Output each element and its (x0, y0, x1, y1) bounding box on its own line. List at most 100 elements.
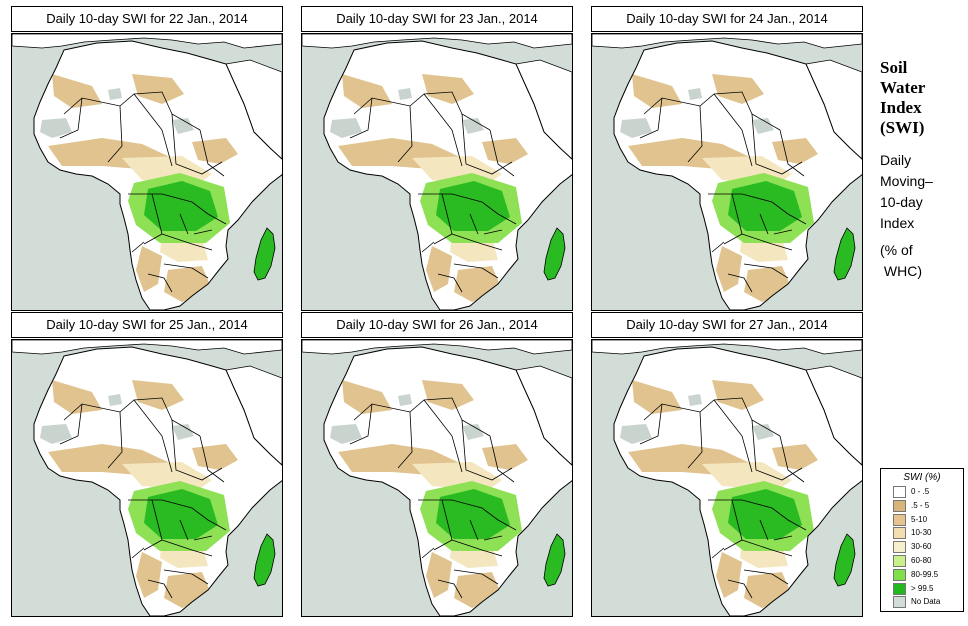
swi-saturated-region (436, 181, 510, 231)
africa-coastline (323, 346, 572, 616)
europe-landmass (302, 340, 572, 355)
legend-swatch (893, 568, 906, 581)
europe-landmass (592, 340, 862, 355)
country-border (179, 519, 189, 541)
country-border (193, 229, 213, 235)
swi-nodata-region (752, 424, 774, 440)
country-border (179, 213, 189, 235)
country-border (131, 241, 145, 253)
country-border (711, 241, 725, 253)
swi-nodata-region (752, 118, 774, 134)
country-border (451, 539, 503, 557)
map-canvas (12, 34, 282, 310)
country-border (779, 129, 805, 177)
legend-label: .5 - 5 (911, 500, 930, 510)
madagascar-landmass (253, 227, 276, 281)
africa-coastline (613, 346, 862, 616)
color-legend-title: SWI (%) (903, 472, 941, 483)
country-border (199, 435, 225, 483)
country-border (687, 105, 703, 163)
swi-nodata-region (620, 424, 652, 444)
legend-item: > 99.5 (881, 582, 963, 596)
swi-nodata-region (620, 118, 652, 138)
legend-label: 30-60 (911, 542, 932, 552)
legend-item: 60-80 (881, 554, 963, 568)
swi-dry-region (132, 380, 184, 410)
europe-landmass (592, 34, 862, 49)
country-border (687, 411, 703, 469)
africa-swi-map (591, 339, 863, 617)
country-border (751, 113, 803, 175)
legend-swatch (893, 486, 906, 498)
legend-label: 10-30 (911, 528, 932, 538)
country-border (461, 113, 513, 175)
map-canvas (592, 34, 862, 310)
country-border (727, 579, 753, 599)
legend-swatch (893, 513, 906, 526)
legend-label: No Data (911, 597, 941, 607)
swi-nodata-region (172, 424, 194, 440)
africa-coastline (33, 346, 282, 616)
country-border (147, 273, 173, 293)
map-canvas (302, 340, 572, 616)
country-border (779, 435, 805, 483)
legend-label: 0 - .5 (911, 487, 930, 496)
map-canvas (302, 34, 572, 310)
country-border (171, 419, 223, 481)
country-border (741, 233, 793, 251)
description-line: 10-day (880, 194, 923, 210)
map-panel-title: Daily 10-day SWI for 22 Jan., 2014 (11, 6, 283, 32)
legend-swatch (893, 541, 906, 554)
country-border (131, 547, 145, 559)
country-border (461, 419, 513, 481)
swi-nodata-region (40, 118, 72, 138)
madagascar-landmass (833, 533, 856, 587)
country-border (437, 579, 463, 599)
swi-saturated-region (728, 181, 802, 231)
country-border (349, 403, 373, 445)
legend-item: 0 - .5 (881, 485, 963, 499)
country-border (199, 129, 225, 177)
legend-swatch (893, 596, 906, 609)
swi-dry-region (422, 74, 474, 104)
country-border (713, 399, 753, 473)
country-border (133, 399, 173, 473)
swi-dry-region (426, 552, 452, 598)
country-border (147, 579, 173, 599)
swi-nodata-region (462, 118, 484, 134)
swi-moderate-region (412, 462, 502, 490)
map-canvas (592, 340, 862, 616)
country-border (423, 93, 463, 167)
color-legend: SWI (%) 0 - .5 .5 - 5 5-10 10-30 30-60 60-80 8… (880, 468, 964, 612)
country-border (161, 233, 213, 251)
map-panel-title: Daily 10-day SWI for 26 Jan., 2014 (301, 312, 573, 338)
country-border (489, 129, 515, 177)
madagascar-landmass (543, 227, 566, 281)
swi-saturated-region (144, 181, 218, 231)
country-border (773, 229, 793, 235)
legend-item: 5-10 (881, 513, 963, 527)
description-line: Daily (880, 152, 912, 168)
country-border (708, 193, 807, 225)
legend-swatch (893, 527, 906, 540)
swi-nodata-region (462, 424, 484, 440)
country-border (453, 263, 499, 279)
country-border (421, 241, 435, 253)
africa-swi-map (11, 339, 283, 617)
swi-saturated-region (144, 489, 218, 539)
swi-dry-region (426, 246, 452, 292)
country-border (773, 535, 793, 541)
map-panel-title: Daily 10-day SWI for 24 Jan., 2014 (591, 6, 863, 32)
country-border (133, 93, 173, 167)
africa-swi-map (591, 33, 863, 311)
country-border (727, 273, 753, 293)
legend-label: > 99.5 (911, 583, 934, 593)
swi-dry-region (712, 74, 764, 104)
europe-landmass (12, 340, 282, 355)
legend-item: 10-30 (881, 526, 963, 540)
country-border (161, 539, 213, 557)
madagascar-landmass (833, 227, 856, 281)
legend-swatch (893, 554, 906, 567)
swi-moderate-region (122, 462, 212, 490)
swi-saturated-region (436, 489, 510, 539)
